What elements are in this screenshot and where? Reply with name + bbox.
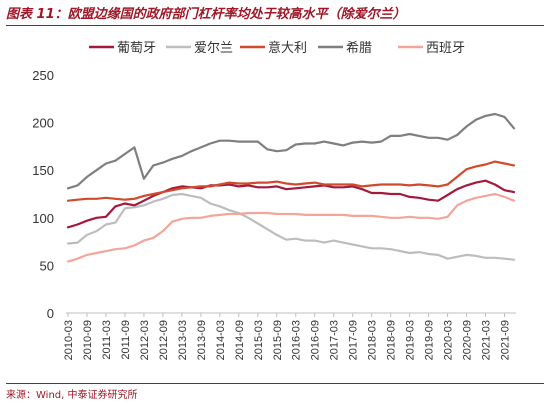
y-tick-label: 100 <box>32 211 54 226</box>
y-tick-label: 250 <box>32 68 54 83</box>
x-tick-label: 2018-03 <box>367 320 379 360</box>
chart-title: 图表 11：欧盟边缘国的政府部门杠杆率均处于较高水平（除爱尔兰） <box>6 7 406 22</box>
legend-label: 希腊 <box>346 41 372 56</box>
x-tick-label: 2019-03 <box>405 320 417 360</box>
x-tick-label: 2016-09 <box>310 320 322 360</box>
y-tick-label: 0 <box>47 306 54 321</box>
x-tick-label: 2015-03 <box>253 320 265 360</box>
x-tick-label: 2020-03 <box>443 320 455 360</box>
x-tick-label: 2012-03 <box>139 320 151 360</box>
x-tick-label: 2020-09 <box>462 320 474 360</box>
x-tick-label: 2017-09 <box>348 320 360 360</box>
x-tick-label: 2021-09 <box>500 320 512 360</box>
x-tick-label: 2015-09 <box>272 320 284 360</box>
legend-label: 葡萄牙 <box>117 41 156 56</box>
x-tick-label: 2016-03 <box>291 320 303 360</box>
source-divider <box>6 383 544 384</box>
x-tick-label: 2011-09 <box>120 320 132 360</box>
x-tick-label: 2013-03 <box>177 320 189 360</box>
x-tick-label: 2014-03 <box>215 320 227 360</box>
y-tick-label: 50 <box>40 258 54 273</box>
x-tick-label: 2013-09 <box>196 320 208 360</box>
x-tick-label: 2018-09 <box>386 320 398 360</box>
x-tick-label: 2012-09 <box>158 320 170 360</box>
legend-label: 意大利 <box>268 40 307 56</box>
x-tick-label: 2010-03 <box>63 320 75 360</box>
title-divider <box>6 25 544 26</box>
y-tick-label: 200 <box>32 116 54 131</box>
series-line <box>66 112 516 190</box>
x-tick-label: 2021-03 <box>481 320 493 360</box>
line-chart: 0 50 100 150 200 250 2010-03 2010-09 2011-03 2011… <box>32 40 516 360</box>
x-tick-label: 2011-03 <box>101 320 113 360</box>
source-note: 来源：Wind, 中泰证券研究所 <box>6 390 138 401</box>
legend-label: 西班牙 <box>426 41 465 56</box>
x-tick-label: 2014-09 <box>234 320 246 360</box>
x-tick-label: 2019-09 <box>424 320 436 360</box>
y-tick-label: 150 <box>32 163 54 178</box>
x-tick-label: 2010-09 <box>82 320 94 360</box>
series-line <box>66 179 516 229</box>
x-tick-label: 2017-03 <box>329 320 341 360</box>
series-line <box>66 192 516 263</box>
legend-label: 爱尔兰 <box>194 41 233 56</box>
series-line <box>66 160 516 202</box>
series-line <box>66 192 516 261</box>
